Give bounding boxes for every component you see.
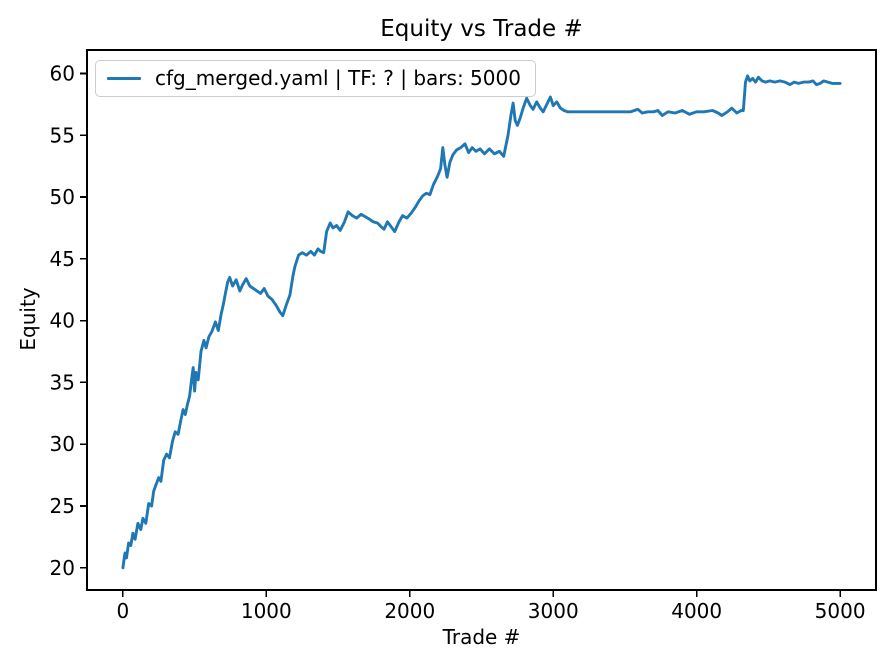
legend-line-sample-icon xyxy=(107,76,141,80)
x-axis-label: Trade # xyxy=(442,625,521,649)
x-tick-label: 4000 xyxy=(671,599,722,623)
y-tick-label: 30 xyxy=(50,432,75,456)
y-tick-label: 50 xyxy=(50,185,75,209)
x-tick-label: 1000 xyxy=(241,599,292,623)
y-tick-label: 35 xyxy=(50,370,75,394)
y-tick-label: 45 xyxy=(50,247,75,271)
y-tick-label: 40 xyxy=(50,309,75,333)
y-axis-label: Equity xyxy=(16,287,40,351)
x-tick-label: 2000 xyxy=(384,599,435,623)
y-tick-label: 55 xyxy=(50,123,75,147)
equity-line xyxy=(121,74,842,570)
y-tick-label: 60 xyxy=(50,61,75,85)
y-tick-label: 25 xyxy=(50,494,75,518)
x-tick-label: 5000 xyxy=(815,599,866,623)
legend: cfg_merged.yaml | TF: ? | bars: 5000 xyxy=(95,60,536,97)
x-tick-label: 3000 xyxy=(528,599,579,623)
plot-border xyxy=(86,49,877,591)
chart-title: Equity vs Trade # xyxy=(380,16,583,42)
legend-label: cfg_merged.yaml | TF: ? | bars: 5000 xyxy=(155,66,521,90)
x-tick-label: 0 xyxy=(116,599,129,623)
y-tick-label: 20 xyxy=(50,556,75,580)
